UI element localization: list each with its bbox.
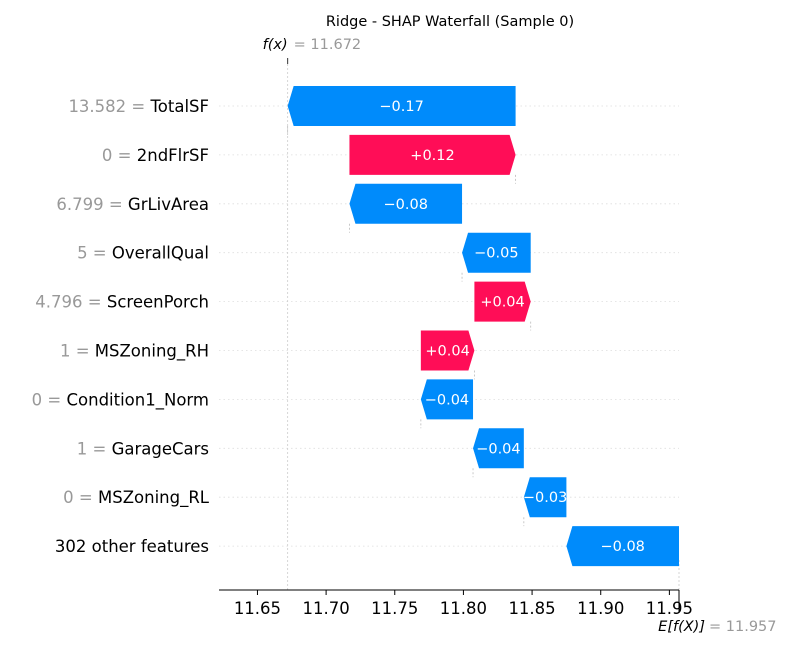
feature-value: 1 = [77, 439, 112, 458]
feature-name: OverallQual [112, 244, 209, 263]
shap-value-label: +0.04 [480, 295, 524, 311]
feature-name: MSZoning_RL [98, 488, 210, 508]
feature-name: ScreenPorch [107, 293, 209, 312]
negative-shap-bar [349, 183, 463, 224]
feature-value: 6.799 = [56, 195, 128, 214]
negative-shap-bar [287, 86, 516, 126]
feature-name: GrLivArea [128, 195, 209, 214]
shap-value-label: −0.03 [523, 490, 567, 506]
bars-layer: −0.17 +0.12 −0.08 −0.05 +0.04 +0.04 −0.04 −0.04… [287, 86, 679, 567]
x-tick-label: 11.70 [302, 599, 349, 618]
feature-label: 4.796 = ScreenPorch [35, 293, 209, 312]
feature-name: MSZoning_RH [95, 342, 209, 362]
feature-label: 0 = 2ndFlrSF [102, 146, 209, 165]
positive-shap-bar [474, 281, 531, 322]
feature-value: 13.582 = [68, 97, 150, 116]
shap-value-label: −0.04 [476, 441, 520, 457]
feature-name: GarageCars [112, 439, 209, 458]
feature-value: 4.796 = [35, 293, 107, 312]
feature-label: 1 = MSZoning_RH [60, 342, 209, 362]
negative-shap-bar [566, 526, 679, 567]
fx-annotation: f(x) = 11.672 [263, 37, 362, 53]
feature-label: 1 = GarageCars [77, 439, 209, 458]
feature-name: 2ndFlrSF [137, 146, 209, 165]
efx-annotation: E[f(X)] = 11.957 [658, 619, 776, 635]
shap-value-label: −0.04 [425, 392, 469, 408]
shap-value-label: +0.12 [410, 148, 454, 164]
shap-value-label: −0.17 [379, 99, 423, 115]
feature-value: 0 = [102, 146, 137, 165]
x-tick-label: 11.80 [440, 599, 487, 618]
x-tick-label: 11.90 [577, 599, 624, 618]
feature-name: TotalSF [150, 97, 210, 116]
negative-shap-bar [420, 379, 474, 420]
shap-value-label: +0.04 [425, 344, 469, 360]
x-tick-label: 11.95 [646, 599, 693, 618]
shap-value-label: −0.08 [384, 197, 428, 213]
feature-name: Condition1_Norm [67, 390, 210, 410]
feature-label: 13.582 = TotalSF [68, 97, 209, 116]
x-tick-label: 11.65 [234, 599, 281, 618]
negative-shap-bar [473, 428, 524, 469]
fx-value: = 11.672 [294, 37, 362, 53]
feature-labels: 13.582 = TotalSF 0 = 2ndFlrSF 6.799 = GrLi… [32, 97, 210, 556]
x-axis: 11.65 11.70 11.75 11.80 11.85 11.90 11.95 [219, 589, 693, 618]
feature-label: 6.799 = GrLivArea [56, 195, 209, 214]
fx-label: f(x) [263, 37, 288, 53]
negative-shap-bar [462, 232, 531, 273]
feature-value: 0 = [63, 488, 98, 507]
feature-value: 5 = [77, 244, 112, 263]
feature-value: 0 = [32, 390, 67, 409]
shap-value-label: −0.05 [474, 246, 518, 262]
x-tick-label: 11.85 [508, 599, 555, 618]
positive-shap-bar [349, 134, 516, 175]
feature-label: 302 other features [55, 537, 209, 556]
feature-value: 1 = [60, 342, 95, 361]
efx-label: E[f(X)] [658, 619, 705, 635]
feature-name: 302 other features [55, 537, 209, 556]
negative-shap-bar [523, 477, 567, 518]
shap-value-label: −0.08 [600, 539, 644, 555]
feature-label: 5 = OverallQual [77, 244, 209, 263]
chart-title: Ridge - SHAP Waterfall (Sample 0) [326, 14, 574, 30]
efx-value: = 11.957 [709, 619, 777, 635]
positive-shap-bar [420, 330, 475, 371]
x-tick-label: 11.75 [371, 599, 418, 618]
feature-label: 0 = MSZoning_RL [63, 488, 210, 508]
feature-label: 0 = Condition1_Norm [32, 390, 209, 410]
